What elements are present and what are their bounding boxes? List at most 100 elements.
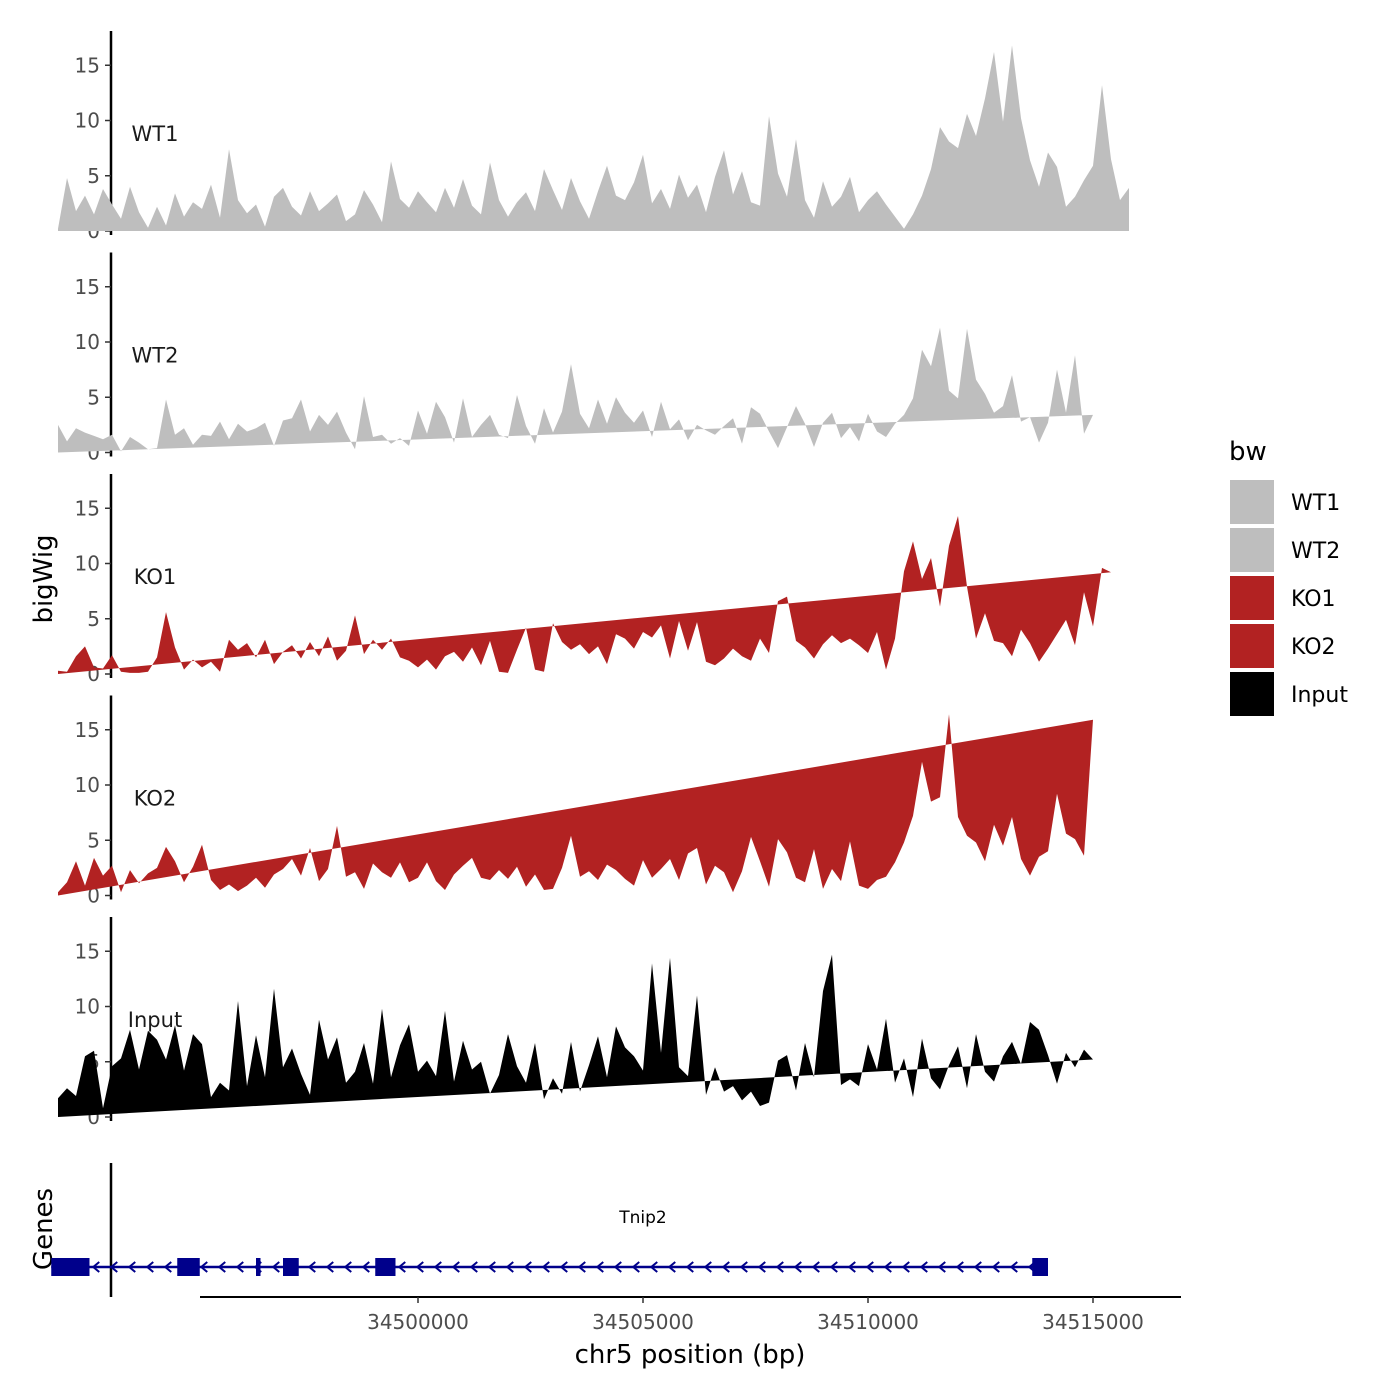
legend-swatch-wt1: [1230, 480, 1274, 524]
legend-swatch-ko2: [1230, 624, 1274, 668]
strand-arrow: [91, 1261, 100, 1273]
strand-arrow: [433, 1261, 442, 1273]
strand-arrow: [721, 1261, 730, 1273]
y-tick-label: 15: [75, 496, 100, 520]
strand-arrow: [847, 1261, 856, 1273]
y-tick-label: 10: [75, 773, 100, 797]
strand-arrow: [109, 1261, 118, 1273]
strand-arrow: [973, 1261, 982, 1273]
y-tick-label: 5: [87, 385, 100, 409]
strand-arrow: [1009, 1261, 1018, 1273]
strand-arrow: [649, 1261, 658, 1273]
gene-exon: [1032, 1258, 1048, 1276]
strand-arrow: [757, 1261, 766, 1273]
strand-arrow: [451, 1261, 460, 1273]
strand-arrow: [415, 1261, 424, 1273]
strand-arrow: [343, 1261, 352, 1273]
strand-arrow: [739, 1261, 748, 1273]
legend-label-ko2: KO2: [1291, 635, 1336, 660]
y-tick-label: 10: [75, 330, 100, 354]
strand-arrow: [901, 1261, 910, 1273]
strand-arrow: [487, 1261, 496, 1273]
x-axis-title: chr5 position (bp): [575, 1340, 806, 1370]
strand-arrow: [505, 1261, 514, 1273]
strand-arrow: [469, 1261, 478, 1273]
strand-arrow: [217, 1261, 226, 1273]
y-tick-label: 10: [75, 552, 100, 576]
area-ko2: [58, 714, 1093, 896]
track-label: WT2: [132, 344, 179, 368]
y-tick-label: 15: [75, 275, 100, 299]
strand-arrow: [325, 1261, 334, 1273]
x-tick-label: 34510000: [817, 1310, 919, 1334]
legend-label-input: Input: [1291, 683, 1348, 708]
x-tick-label: 34500000: [367, 1310, 469, 1334]
y-tick-label: 15: [75, 718, 100, 742]
legend-swatch-input: [1230, 672, 1274, 716]
gene-exon: [51, 1258, 90, 1276]
strand-arrow: [145, 1261, 154, 1273]
area-ko1: [58, 516, 1111, 674]
track-label: Input: [128, 1008, 182, 1032]
strand-arrow: [397, 1261, 406, 1273]
legend-label-wt2: WT2: [1291, 539, 1340, 564]
svg-text:bigWig: bigWig: [29, 534, 59, 623]
strand-arrow: [235, 1261, 244, 1273]
gene-exon: [177, 1258, 200, 1276]
x-tick-label: 34505000: [592, 1310, 694, 1334]
gene-exon: [256, 1258, 261, 1276]
x-tick-label: 34515000: [1042, 1310, 1144, 1334]
strand-arrow: [613, 1261, 622, 1273]
x-axis: chr5 position (bp) 34500000 34505000 34510…: [200, 1296, 1181, 1370]
y-tick-label: 15: [75, 53, 100, 77]
strand-arrow: [811, 1261, 820, 1273]
strand-arrow: [883, 1261, 892, 1273]
strand-arrow: [271, 1261, 280, 1273]
y-tick-label: 5: [87, 164, 100, 188]
strand-arrow: [523, 1261, 532, 1273]
strand-arrow: [793, 1261, 802, 1273]
legend-swatch-wt2: [1230, 528, 1274, 572]
strand-arrow: [163, 1261, 172, 1273]
strand-arrow: [703, 1261, 712, 1273]
strand-arrow: [937, 1261, 946, 1273]
track-input: 051015Input: [58, 917, 1093, 1129]
area-wt1: [58, 45, 1129, 232]
y-tick-label: 5: [87, 607, 100, 631]
y-tick-label: 10: [75, 995, 100, 1019]
gene-name-label: Tnip2: [618, 1208, 667, 1228]
area-input: [58, 954, 1093, 1117]
track-label: KO1: [134, 565, 177, 589]
legend-swatch-ko1: [1230, 576, 1274, 620]
strand-arrow: [685, 1261, 694, 1273]
strand-arrow: [631, 1261, 640, 1273]
strand-arrow: [361, 1261, 370, 1273]
strand-arrow: [667, 1261, 676, 1273]
y-tick-label: 15: [75, 939, 100, 963]
strand-arrow: [829, 1261, 838, 1273]
strand-arrow: [307, 1261, 316, 1273]
legend-label-ko1: KO1: [1291, 587, 1336, 612]
area-wt2: [58, 327, 1093, 453]
strand-arrow: [991, 1261, 1000, 1273]
strand-arrow: [199, 1261, 208, 1273]
legend-title: bw: [1229, 437, 1267, 467]
legend-label-wt1: WT1: [1291, 491, 1340, 516]
track-wt1: 051015WT1: [58, 31, 1129, 243]
gene-track: Genes Tnip2: [29, 1163, 1048, 1297]
legend: bw WT1 WT2 KO1 KO2 Input: [1229, 437, 1348, 716]
track-label: WT1: [132, 122, 179, 146]
gene-exon: [375, 1258, 396, 1276]
strand-arrow: [865, 1261, 874, 1273]
y-tick-label: 5: [87, 828, 100, 852]
signal-tracks: 051015WT1051015WT2051015KO1051015KO20510…: [58, 31, 1129, 1129]
gene-exon: [283, 1258, 299, 1276]
genes-track-title: Genes: [29, 1188, 59, 1270]
y-tick-label: 10: [75, 109, 100, 133]
strand-arrow: [919, 1261, 928, 1273]
strand-arrow: [577, 1261, 586, 1273]
